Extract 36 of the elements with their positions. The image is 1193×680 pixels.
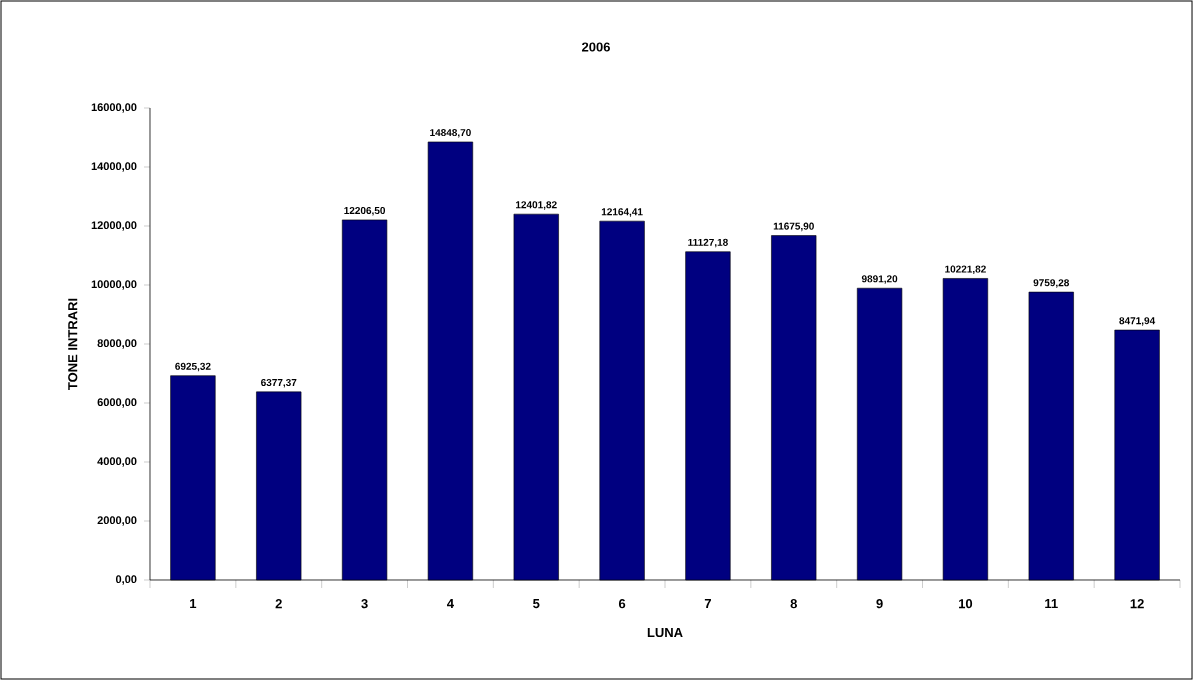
x-tick-label: 10 <box>959 599 973 609</box>
x-axis-title: LUNA <box>647 628 683 638</box>
data-label: 14848,70 <box>430 129 471 138</box>
y-tick-label: 16000,00 <box>91 103 137 113</box>
data-label: 9759,28 <box>1033 279 1070 288</box>
y-axis-title: TONE INTRARI <box>68 298 78 390</box>
x-tick-label: 4 <box>447 599 454 609</box>
data-label: 12401,82 <box>516 201 557 210</box>
y-tick-label: 10000,00 <box>91 280 137 290</box>
data-label: 8471,94 <box>1119 317 1156 326</box>
data-label: 11127,18 <box>688 238 728 248</box>
x-tick-label: 2 <box>275 599 282 609</box>
data-label: 11675,90 <box>773 222 814 232</box>
x-tick-label: 8 <box>790 599 797 609</box>
data-label: 12206,50 <box>344 206 386 216</box>
y-tick-label: 8000,00 <box>97 339 137 349</box>
data-label: 10221,82 <box>945 265 986 275</box>
y-tick-label: 12000,00 <box>91 221 137 231</box>
data-label: 6925,32 <box>175 362 211 372</box>
y-tick-label: 4000,00 <box>97 457 137 467</box>
x-tick-label: 5 <box>533 599 540 609</box>
x-tick-label: 9 <box>876 599 883 609</box>
data-label: 9891,20 <box>861 275 898 284</box>
y-tick-label: 2000,00 <box>97 516 137 526</box>
x-tick-label: 6 <box>618 599 626 609</box>
chart-title: 2006 <box>581 42 610 52</box>
x-tick-label: 1 <box>190 599 197 609</box>
y-tick-label: 0,00 <box>115 575 137 585</box>
x-tick-label: 11 <box>1045 599 1058 609</box>
y-tick-label: 6000,00 <box>97 398 137 408</box>
x-tick-label: 12 <box>1130 599 1144 609</box>
x-tick-label: 3 <box>361 599 368 609</box>
data-label: 6377,37 <box>261 378 297 388</box>
data-label: 12164,41 <box>601 208 643 217</box>
y-tick-label: 14000,00 <box>91 162 137 172</box>
x-tick-label: 7 <box>704 599 711 609</box>
